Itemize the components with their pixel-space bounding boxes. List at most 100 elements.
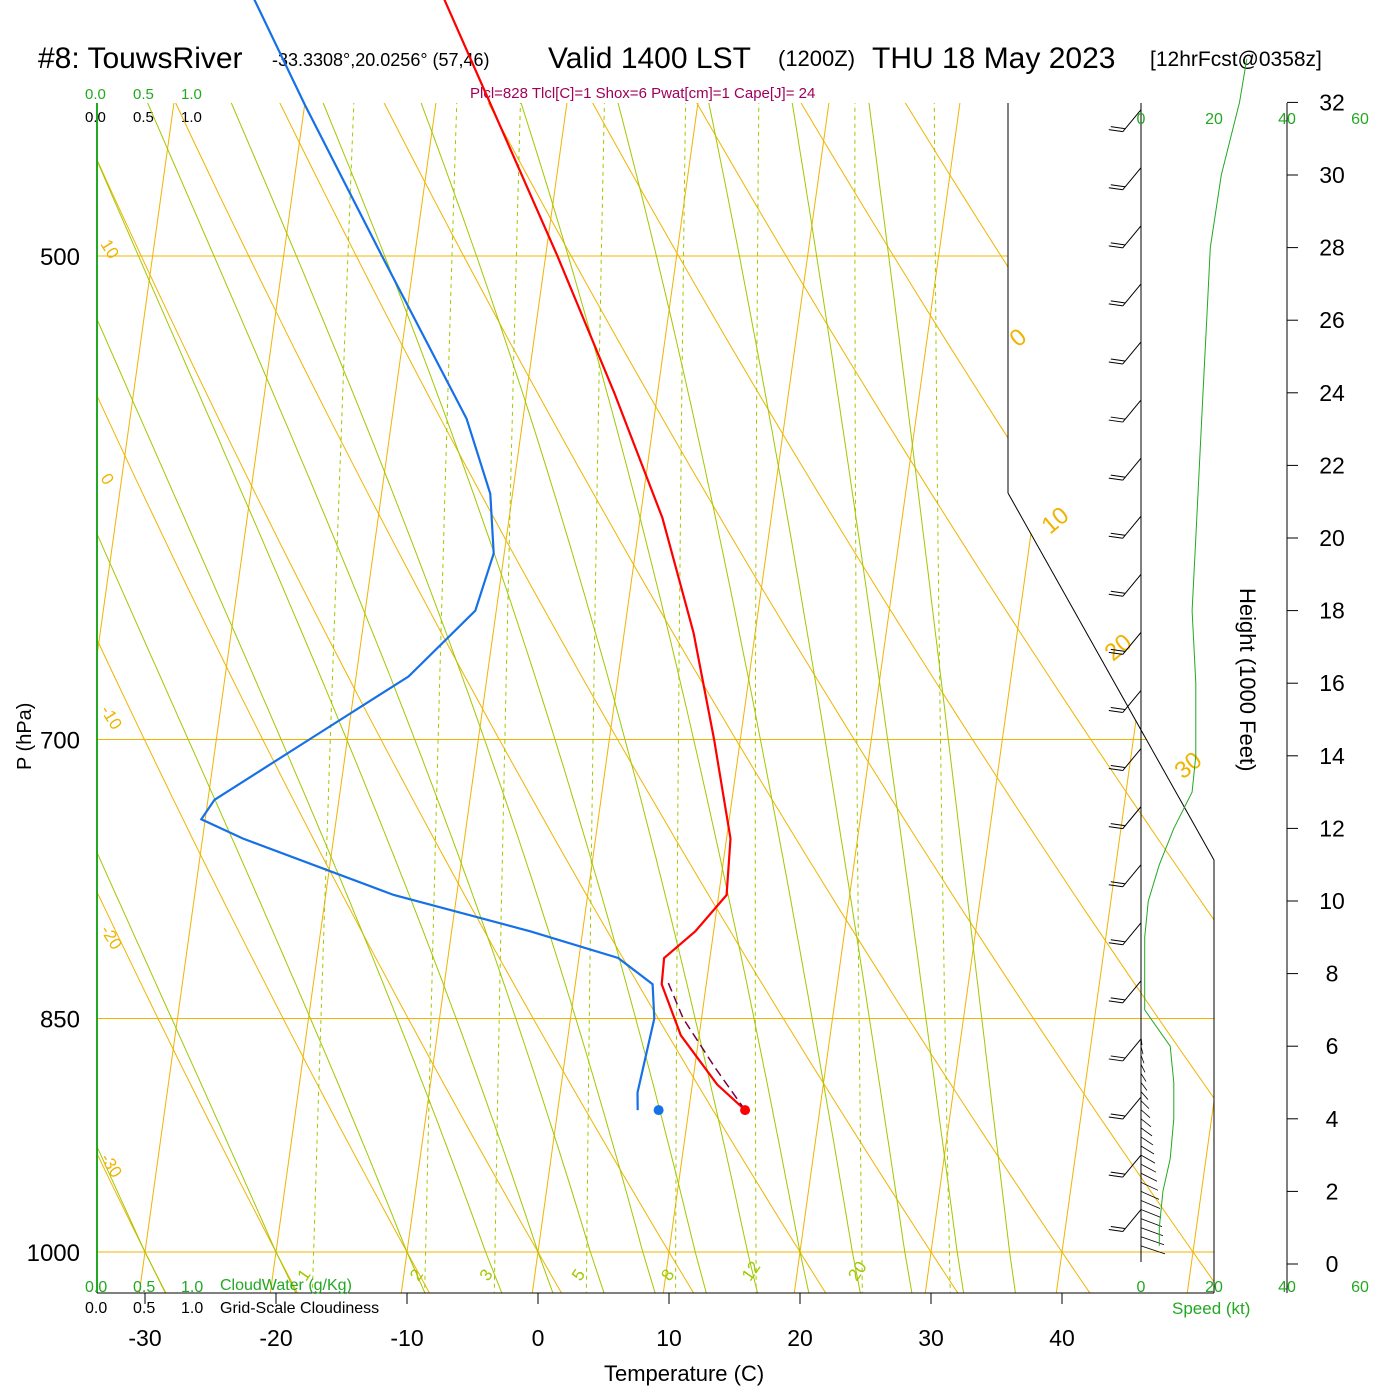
speed-title: Speed (kt) <box>1172 1299 1250 1318</box>
dry-adiabat--30 <box>97 103 188 1293</box>
wind-barb-low <box>1140 1236 1165 1246</box>
speed-ticks-bottom: 0 20 40 60 <box>1137 1279 1369 1296</box>
wind-barb-low <box>1140 1118 1152 1128</box>
wind-barb-low <box>1140 1127 1153 1137</box>
isotherm--60 <box>0 0 46 1336</box>
moist-adiabat-16 <box>97 103 769 1293</box>
dry-adiabat-30 <box>97 103 987 1293</box>
wind-barb-11 <box>1108 748 1142 772</box>
mixing-ratio-5 <box>585 103 609 1293</box>
dry-adiabat-10 <box>97 103 721 1293</box>
temperature-tick--20: -20 <box>259 1325 292 1351</box>
wind-barb-19 <box>1108 1209 1142 1233</box>
dry-adiabat-200 <box>1327 0 1400 1336</box>
dry-adiabat-150 <box>895 103 1214 1293</box>
dry-adiabat-lines <box>97 0 1400 1336</box>
station-coords: -33.3308°,20.0256° (57,46) <box>272 50 490 70</box>
wind-barb-low <box>1140 1191 1160 1200</box>
dry-adiabat-60 <box>121 103 1214 1293</box>
wind-barb-6 <box>1108 457 1142 481</box>
wind-barb-5 <box>1108 399 1142 423</box>
station-title: #8: TouwsRiver <box>38 42 243 75</box>
temperature-axis-title: Temperature (C) <box>604 1361 764 1386</box>
height-tick-0: 0 <box>1326 1251 1339 1277</box>
cloudiness-scale-bottom: 0.0 0.5 1.0 Grid-Scale Cloudiness <box>85 1300 379 1317</box>
height-tick-4: 4 <box>1326 1106 1339 1132</box>
speed-tick-bottom-0: 0 <box>1137 1279 1146 1296</box>
speed-tick-top-60: 60 <box>1351 111 1369 128</box>
mixing-ratio-20 <box>854 103 864 1293</box>
height-tick-8: 8 <box>1326 961 1339 987</box>
isotherm-label-right-8: 30 <box>1170 747 1208 785</box>
cloudiness-title: Grid-Scale Cloudiness <box>220 1300 379 1317</box>
wind-barb-low <box>1140 1181 1159 1191</box>
isotherm-0 <box>525 103 833 1293</box>
wind-barb-low <box>1140 1082 1148 1091</box>
wind-barb-3 <box>1108 283 1142 307</box>
dry-adiabat-130 <box>723 103 1214 1293</box>
isotherm-40 <box>1049 103 1214 1293</box>
isotherm-30 <box>918 103 1214 1293</box>
dry-adiabat-120 <box>637 103 1214 1293</box>
surface-temperature-point <box>740 1105 751 1116</box>
speed-tick-top-20: 20 <box>1205 111 1223 128</box>
moist-adiabat-lines <box>97 103 1022 1293</box>
isotherm-label-right-7: 20 <box>1100 629 1138 667</box>
mixing-ratio-2 <box>423 103 463 1293</box>
surface-dewpoint-point <box>653 1105 664 1116</box>
temperature-tick--30: -30 <box>128 1325 161 1351</box>
height-tick-24: 24 <box>1319 380 1345 406</box>
wind-barb-low <box>1140 1055 1145 1064</box>
moist-adiabat--10 <box>97 103 445 1293</box>
plot-frame <box>96 103 1215 1294</box>
wind-speed-line <box>1144 58 1248 1246</box>
temperature-tick-10: 10 <box>656 1325 682 1351</box>
wind-barb-9 <box>1108 632 1142 655</box>
cloudwater-scale-top: 0.0 0.5 1.0 <box>85 86 202 103</box>
cloudwater-bottom-tick-0: 0.0 <box>85 1279 107 1296</box>
cloudiness-tick-2: 1.0 <box>181 109 202 126</box>
wind-barb-low <box>1140 1209 1162 1218</box>
stability-indices: Plcl=828 Tlcl[C]=1 Shox=6 Pwat[cm]=1 Cap… <box>470 85 815 102</box>
moist-adiabat-12 <box>97 103 719 1293</box>
cloudiness-bottom-tick-0: 0.0 <box>85 1300 107 1317</box>
forecast-label: [12hrFcst@0358z] <box>1150 48 1322 71</box>
mixing-ratio-8 <box>675 103 689 1293</box>
isotherm-label-left-1: 0 <box>97 470 118 488</box>
height-tick-16: 16 <box>1319 670 1345 696</box>
cloudiness-tick-1: 0.5 <box>133 109 154 126</box>
wind-barb-low <box>1140 1064 1146 1073</box>
isotherm--20 <box>263 103 571 1293</box>
dry-adiabat-140 <box>809 103 1214 1293</box>
temperature-axis: -30 -20 -10 0 10 20 30 40 <box>128 1293 1075 1351</box>
wind-barb-7 <box>1108 515 1142 539</box>
plot-area <box>0 0 1400 1336</box>
pressure-tick-700: 700 <box>40 727 80 754</box>
moist-adiabat-0 <box>97 103 569 1293</box>
mixing-ratio-label-20: 20 <box>844 1258 870 1284</box>
isotherm-60 <box>1312 0 1400 1336</box>
wind-barb-low <box>1140 1100 1150 1109</box>
pressure-axis: 2503004005007008501000 <box>27 244 80 1267</box>
cloudwater-title: CloudWater (g/Kg) <box>220 1277 352 1294</box>
height-tick-32: 32 <box>1319 89 1345 115</box>
series-parcel <box>666 980 746 1111</box>
mixing-ratio-3 <box>493 103 526 1293</box>
isotherm--10 <box>394 103 702 1293</box>
wind-barb-10 <box>1108 690 1142 713</box>
wind-panel: 0 20 40 60 0 20 40 60 Speed (kt) <box>1108 58 1369 1318</box>
moist-adiabat-20 <box>147 103 819 1293</box>
wind-barb-8 <box>1108 573 1142 597</box>
mixing-ratio-30 <box>933 103 952 1293</box>
series-temperature <box>443 0 746 1111</box>
dry-adiabat-190 <box>1241 0 1400 1336</box>
isotherm-10 <box>656 103 964 1293</box>
wind-barb-low <box>1140 1091 1149 1100</box>
moist-adiabat-8 <box>97 103 669 1293</box>
mixing-ratio-label-3: 3 <box>476 1266 497 1285</box>
isotherm-label-right-5: 0 <box>1005 323 1033 352</box>
temperature-tick-30: 30 <box>918 1325 944 1351</box>
series-dewpoint <box>199 0 656 1111</box>
cloudiness-scale-top: 0.0 0.5 1.0 <box>85 109 202 126</box>
